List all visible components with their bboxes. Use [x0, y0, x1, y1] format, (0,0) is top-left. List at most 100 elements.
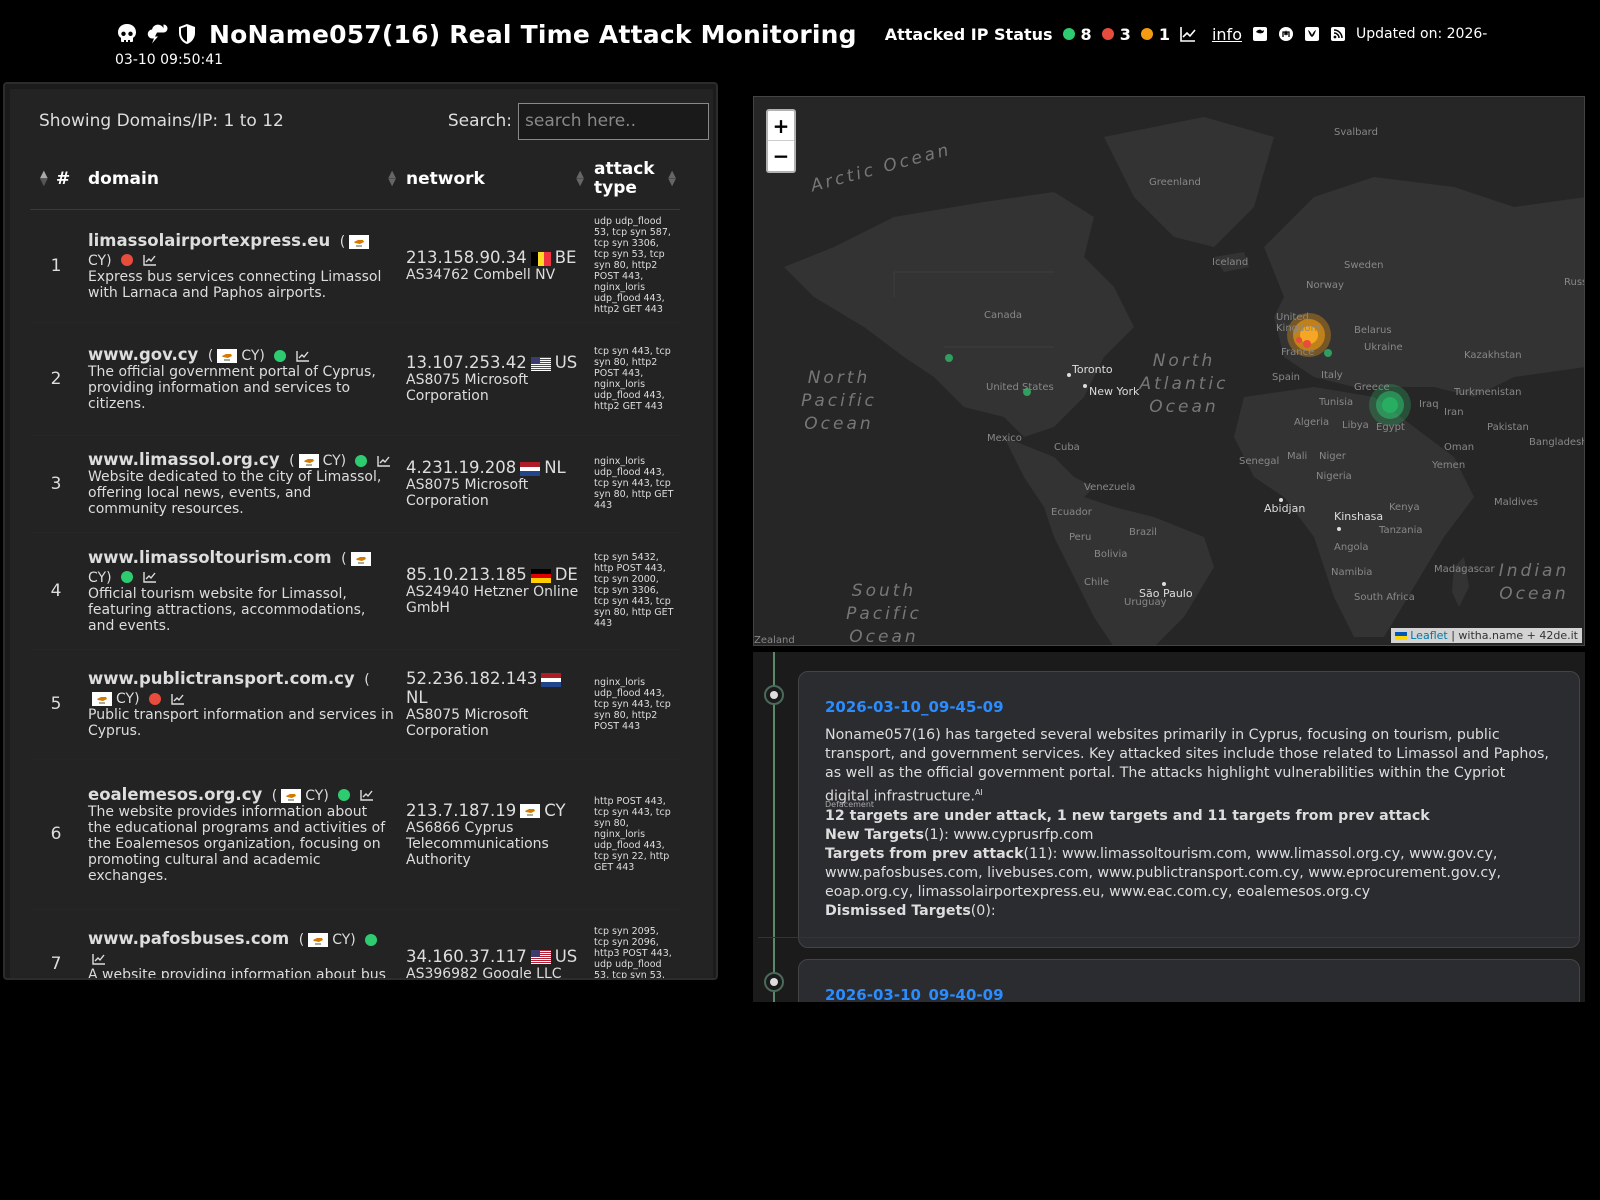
attack-type-cell: nginx_loris udp_flood 443, tcp syn 443, … [588, 435, 680, 533]
targets-table-panel: Showing Domains/IP: 1 to 12 Search: ▲▼# … [3, 82, 718, 980]
skull-icon [118, 24, 136, 42]
domain-name[interactable]: eoalemesos.org.cy [88, 784, 263, 804]
ip-address: 4.231.19.208 [406, 458, 517, 477]
map-label: Greece [1354, 382, 1390, 393]
world-map [754, 97, 1584, 645]
shield-icon [179, 24, 195, 44]
header-icons [115, 22, 199, 46]
twitter-icon[interactable] [1252, 26, 1268, 42]
timeline-date[interactable]: 2026-03-10_09-45-09 [825, 698, 1004, 716]
col-header-domain[interactable]: domain ▲ ▼ [82, 149, 400, 210]
attack-type-cell: udp udp_flood 53, tcp syn 587, tcp syn 3… [588, 209, 680, 323]
ip-address: 85.10.213.185 [406, 565, 527, 584]
map-label: Mali [1287, 451, 1308, 462]
status-dot-icon [355, 454, 368, 467]
attribution-text: | witha.name + 42de.it [1447, 629, 1578, 642]
map-label: Egypt [1376, 422, 1405, 433]
table-row[interactable]: 2 www.gov.cy (CY) The official governmen… [30, 322, 680, 436]
table-row[interactable]: 4 www.limassoltourism.com (CY) Official … [30, 532, 680, 650]
flag-us-icon [530, 356, 551, 371]
asn-info: AS8075 Microsoft Corporation [406, 707, 529, 739]
zoom-in-button[interactable]: + [768, 111, 794, 141]
status-dot-icon [120, 571, 133, 583]
domain-name[interactable]: www.limassoltourism.com [88, 547, 332, 567]
overlap-text: Defacement [825, 799, 875, 809]
search-label: Search: [447, 111, 512, 131]
attack-timeline: 2026-03-10_09-45-09 Noname057(16) has ta… [753, 652, 1585, 1002]
chart-line-icon[interactable] [92, 953, 106, 965]
dismissed-targets-label: Dismissed Targets [825, 902, 971, 919]
chart-line-icon[interactable] [142, 254, 157, 266]
row-number: 1 [30, 209, 82, 323]
table-row[interactable]: 1 limassolairportexpress.eu (CY) Express… [30, 209, 680, 323]
table-row[interactable]: 6 eoalemesos.org.cy (CY) The website pro… [30, 759, 680, 910]
chart-line-icon[interactable] [296, 350, 310, 362]
map-label: Zealand [754, 635, 795, 646]
chart-line-icon[interactable] [360, 789, 374, 801]
leaflet-link[interactable]: Leaflet [1410, 629, 1448, 642]
status-dot-icon [120, 254, 133, 266]
targets-table: ▲ ▼ # domain ▲ ▼ network ▲ ▼ attack type ▲ ▼ 1 l… [30, 149, 680, 980]
flag-cy-icon [308, 933, 329, 947]
map-label: Greenland [1149, 177, 1201, 188]
timeline-separator [758, 937, 1580, 938]
col-header-num[interactable]: ▲ ▼ # [30, 149, 82, 210]
domain-name[interactable]: www.publictransport.com.cy [88, 669, 355, 688]
ip-country: BE [554, 248, 577, 267]
col-header-network[interactable]: network ▲ ▼ [400, 149, 588, 210]
page-title: NoName057(16) Real Time Attack Monitorin… [209, 19, 857, 49]
map-label: Turkmenistan [1454, 387, 1522, 398]
map-attribution: Leaflet | witha.name + 42de.it [1390, 628, 1582, 643]
search-input[interactable] [518, 102, 709, 140]
flag-cy-icon [92, 692, 112, 706]
map-label: Angola [1334, 542, 1369, 553]
timeline-node [764, 685, 784, 705]
ocean-label-north-pacific: North Pacific Ocean [801, 368, 877, 434]
domain-cell: www.limassol.org.cy (CY) Website dedicat… [82, 435, 400, 533]
map-label: Canada [984, 310, 1023, 321]
red-count-badge: 3 [1101, 25, 1131, 44]
ip-address: 213.158.90.34 [406, 248, 527, 267]
domain-name[interactable]: www.pafosbuses.com [88, 929, 290, 948]
info-link[interactable]: info [1211, 24, 1242, 44]
table-row[interactable]: 5 www.publictransport.com.cy (CY) Public… [30, 649, 680, 760]
domain-description: The official government portal of Cyprus… [88, 364, 376, 412]
map-label: France [1281, 347, 1315, 358]
domain-description: A website providing information about bu… [88, 967, 386, 980]
row-number: 5 [30, 649, 82, 760]
country-code: (CY) [203, 348, 265, 364]
timeline-line [773, 652, 775, 1002]
mastodon-icon[interactable] [1278, 26, 1294, 42]
map-label: Norway [1306, 280, 1344, 291]
col-header-attack-type[interactable]: attack type ▲ ▼ [588, 149, 680, 210]
map-label: Pakistan [1487, 422, 1529, 433]
table-row[interactable]: 7 www.pafosbuses.com (CY) A website prov… [30, 909, 680, 980]
green-count-badge: 8 [1062, 25, 1092, 44]
attack-type-cell: nginx_loris udp_flood 443, tcp syn 443, … [588, 649, 680, 760]
ip-address: 34.160.37.117 [406, 946, 527, 966]
country-code: (CY) [88, 672, 370, 707]
map-label: Cuba [1054, 442, 1080, 453]
chart-line-icon[interactable] [377, 455, 391, 467]
map-label: Sweden [1344, 260, 1384, 271]
network-cell: 34.160.37.117 US AS396982 Google LLC [400, 909, 588, 978]
zoom-out-button[interactable]: − [772, 144, 790, 168]
flag-nl-icon [520, 461, 541, 476]
domain-name[interactable]: limassolairportexpress.eu [88, 230, 331, 250]
map-label: Italy [1321, 370, 1343, 381]
flag-be-icon [530, 251, 551, 266]
attack-map[interactable]: Arctic Ocean North Pacific Ocean North A… [753, 96, 1585, 646]
bluesky-icon[interactable] [1304, 26, 1320, 42]
rss-icon[interactable] [1330, 26, 1346, 42]
chart-line-icon[interactable] [1180, 26, 1196, 42]
table-row[interactable]: 3 www.limassol.org.cy (CY) Website dedic… [30, 435, 680, 533]
chart-line-icon[interactable] [142, 571, 157, 583]
flag-cy-icon [281, 788, 302, 803]
map-label: Brazil [1129, 527, 1157, 538]
domain-name[interactable]: www.gov.cy [88, 345, 199, 364]
domain-name[interactable]: www.limassol.org.cy [88, 450, 280, 469]
orange-dot-icon [1140, 28, 1153, 40]
chart-line-icon[interactable] [170, 693, 185, 705]
timeline-date[interactable]: 2026-03-10_09-40-09 [825, 986, 1004, 1002]
map-label: Iceland [1212, 257, 1249, 268]
